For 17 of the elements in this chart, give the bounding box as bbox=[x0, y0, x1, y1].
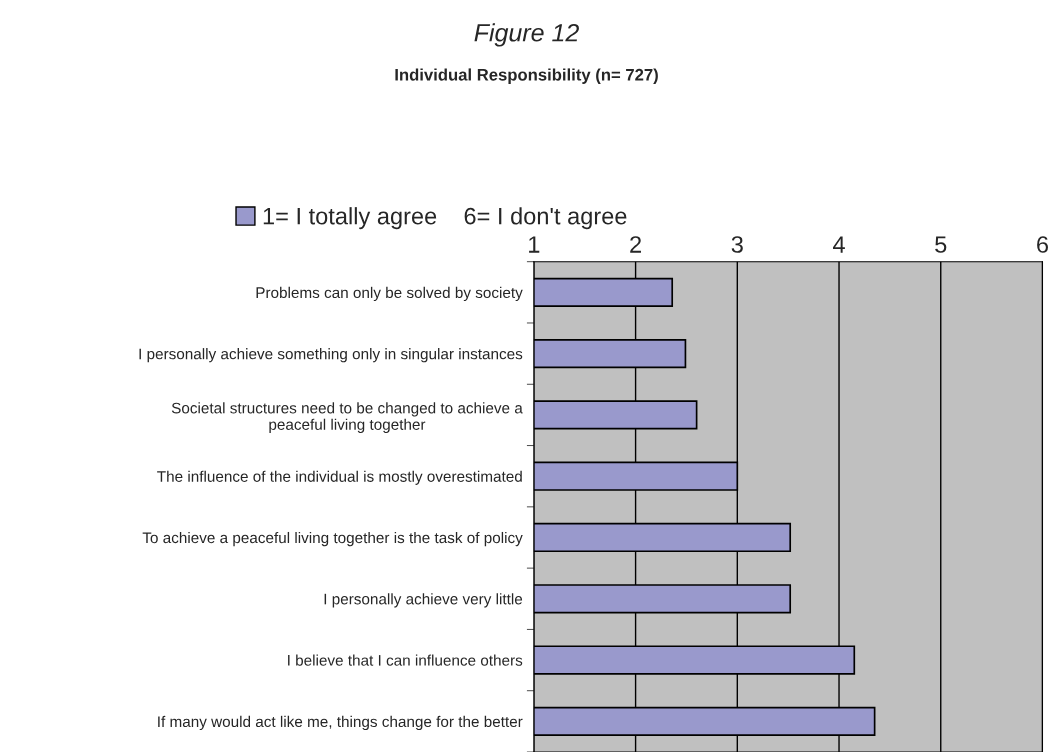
y-tick-label: Problems can only be solved by society bbox=[256, 286, 523, 302]
y-tick-label: I personally achieve very little bbox=[324, 593, 523, 608]
chart-title: Figure 12 bbox=[474, 23, 579, 47]
x-tick-label: 3 bbox=[731, 236, 743, 253]
y-tick-label: I believe that I can influence others bbox=[288, 654, 523, 666]
x-tick-label: 6 bbox=[1037, 236, 1048, 253]
legend-label: 1= I totally agree 6= I don't agree bbox=[263, 207, 627, 230]
x-tick-label: 4 bbox=[833, 236, 845, 253]
chart-subtitle: Individual Responsibility (n= 727) bbox=[395, 68, 658, 84]
y-tick-label: I personally achieve something only in singular instances bbox=[139, 348, 523, 363]
x-tick-label: 1 bbox=[529, 236, 540, 253]
y-tick-label: The influence of the individual is mostly overestimated bbox=[157, 470, 522, 485]
x-tick-label: 5 bbox=[935, 236, 947, 253]
x-tick-label: 2 bbox=[630, 236, 641, 253]
y-tick-label: Societal structures need to be changed to achieve a peaceful living together bbox=[171, 402, 523, 433]
y-tick-label: If many would act like me, things change for the better bbox=[158, 715, 523, 731]
y-tick-label: To achieve a peaceful living together is the task of policy bbox=[142, 531, 523, 547]
